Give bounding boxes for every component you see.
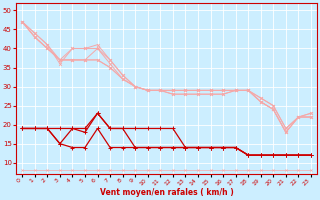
X-axis label: Vent moyen/en rafales ( km/h ): Vent moyen/en rafales ( km/h ) bbox=[100, 188, 234, 197]
